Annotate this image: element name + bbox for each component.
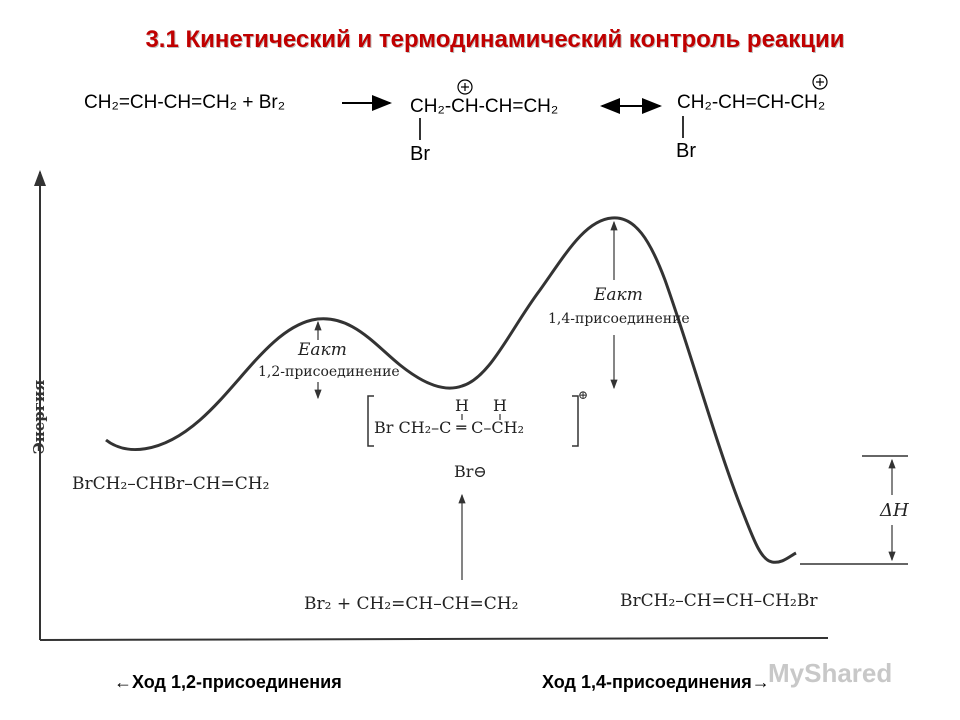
intermediate-bracket-left [367,395,374,447]
intermediate-h2: H [493,396,507,415]
intermediate-charge: ⊕ [578,388,589,402]
footer-right-label: Ход 1,4-присоединения→ [542,672,770,692]
x-axis [39,637,829,641]
intermediate-formula: Br CH₂–C ═ C–CH₂ [374,418,524,437]
ea12-label: Eакт [298,340,347,360]
product-12: BrCH₂–CHBr–CH=CH₂ [72,474,270,494]
bromide-anion: Br⊖ [454,462,487,481]
br-label-1: Br [410,143,430,165]
equation-cation-1: CH₂-CH-CH=CH₂ [410,96,559,117]
slide-title: 3.1 Кинетический и термодинамический кон… [145,26,845,53]
watermark-logo: MyShared [768,658,893,688]
intermediate-bracket-right [572,395,579,447]
ea14-caption: 1,4-присоединение [548,311,690,327]
footer-left-label: ←Ход 1,2-присоединения [114,672,342,692]
plus-charge-1 [457,79,473,95]
br-label-2: Br [676,140,696,162]
product-14: BrCH₂–CH=CH–CH₂Br [620,591,818,611]
y-axis-label: Энергия [30,379,48,455]
energy-curve [105,216,797,564]
reactants-bottom: Br₂ + CH₂=CH–CH=CH₂ [304,594,519,614]
plus-charge-2 [812,74,828,90]
delta-h-label: ΔH [880,500,909,521]
ea14-label: Eакт [594,285,643,305]
ea12-caption: 1,2-присоединение [258,364,400,380]
equation-cation-2: CH₂-CH=CH-CH₂ [677,92,826,113]
intermediate-h1: H [455,396,469,415]
equation-reactants: CH₂=CH-CH=CH₂ + Br₂ [84,92,286,113]
